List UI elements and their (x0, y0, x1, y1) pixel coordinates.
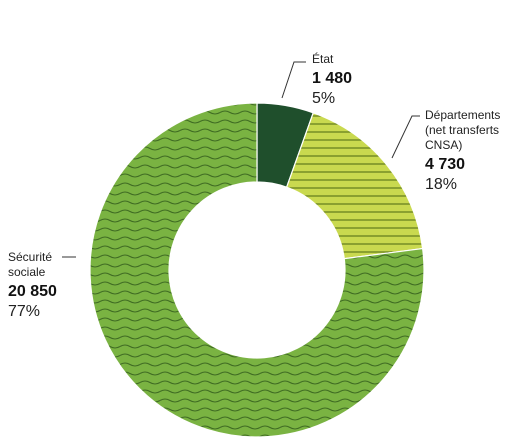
slice-departements (285, 111, 424, 260)
leader-line-departements (391, 115, 420, 159)
label-secu-name-2: sociale (8, 265, 46, 279)
label-secu: Sécurité sociale 20 850 77% (8, 250, 57, 322)
label-etat-percent: 5% (312, 90, 336, 107)
label-departements-percent: 18% (425, 176, 458, 193)
label-departements-name-3: CNSA) (425, 138, 463, 152)
label-departements-name-2: (net transferts (425, 123, 500, 137)
label-etat: État 1 480 5% (312, 52, 352, 109)
label-secu-value: 20 850 (8, 283, 57, 300)
label-secu-percent: 77% (8, 303, 41, 320)
label-etat-name: État (312, 52, 334, 66)
label-departements-name-1: Départements (425, 108, 501, 122)
slice-securite-sociale (89, 102, 425, 438)
label-departements-value: 4 730 (425, 156, 466, 173)
label-etat-value: 1 480 (312, 70, 353, 87)
leader-line-etat (281, 61, 306, 99)
label-departements: Départements (net transferts CNSA) 4 730… (425, 108, 500, 195)
label-secu-name-1: Sécurité (8, 250, 53, 264)
